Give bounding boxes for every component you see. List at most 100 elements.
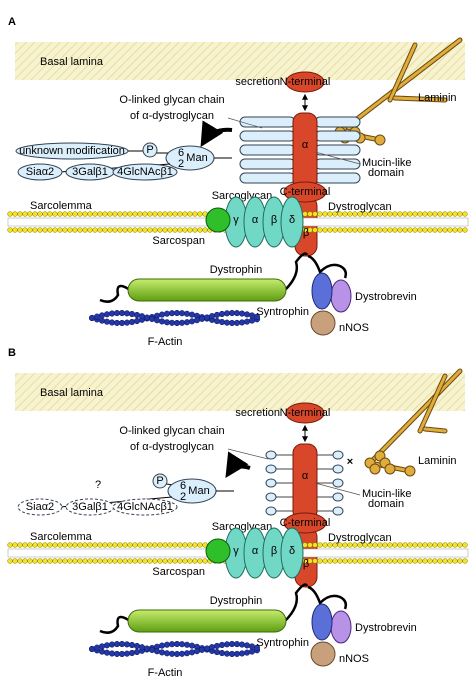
lipid-head — [42, 542, 48, 548]
lipid-head — [32, 211, 38, 217]
actin-monomer — [143, 314, 151, 321]
label: Sarcoglycan — [212, 521, 273, 533]
actin-monomer — [98, 643, 106, 650]
label: Mucin-like — [362, 157, 412, 169]
lipid-head — [97, 558, 103, 564]
lipid-head — [312, 211, 318, 217]
sugar-label: Siaα2 — [26, 501, 54, 513]
lipid-head — [72, 542, 78, 548]
lipid-head — [62, 542, 68, 548]
lipid-head — [337, 227, 343, 233]
subunit-label: α — [252, 545, 259, 557]
lipid-head — [22, 211, 28, 217]
lipid-head — [392, 211, 398, 217]
lipid-head — [457, 227, 463, 233]
lipid-head — [397, 211, 403, 217]
label: nNOS — [339, 322, 369, 334]
lipid-head — [77, 227, 83, 233]
lipid-head — [382, 227, 388, 233]
lipid-head — [7, 542, 13, 548]
lipid-head — [57, 558, 63, 564]
actin-monomer — [248, 643, 256, 650]
actin-monomer — [213, 311, 221, 318]
lipid-head — [457, 542, 463, 548]
label: 6 — [178, 147, 184, 159]
label: Sarcolemma — [30, 200, 93, 212]
lipid-head — [312, 558, 318, 564]
lipid-head — [367, 558, 373, 564]
actin-monomer — [128, 310, 136, 318]
lipid-head — [157, 558, 163, 564]
label: O-linked glycan chain — [119, 94, 224, 106]
lipid-head — [107, 542, 113, 548]
lipid-head — [102, 211, 108, 217]
lipid-head — [177, 558, 183, 564]
label: secretion — [235, 407, 280, 419]
label: C-terminal — [280, 517, 331, 529]
lipid-head — [107, 227, 113, 233]
lipid-head — [372, 227, 378, 233]
lipid-head — [87, 211, 93, 217]
lipid-head — [407, 227, 413, 233]
lipid-head — [27, 227, 33, 233]
actin-monomer — [248, 312, 256, 319]
lipid-head — [102, 227, 108, 233]
lipid-head — [147, 542, 153, 548]
actin-monomer — [188, 649, 196, 656]
laminin-arm — [418, 374, 447, 433]
laminin-arm — [393, 96, 447, 102]
lipid-head — [52, 542, 58, 548]
actin-monomer — [138, 313, 146, 320]
actin-monomer — [183, 310, 191, 317]
lipid-head — [187, 211, 193, 217]
lipid-head — [397, 542, 403, 548]
actin-monomer — [118, 650, 126, 658]
lipid-head — [202, 558, 208, 564]
lipid-head — [12, 542, 18, 548]
actin-monomer — [243, 311, 251, 318]
lipid-head — [37, 227, 43, 233]
lipid-head — [422, 227, 428, 233]
lipid-head — [427, 211, 433, 217]
lipid-head — [52, 211, 58, 217]
lipid-head — [67, 558, 73, 564]
lipid-head — [12, 211, 18, 217]
lipid-head — [77, 558, 83, 564]
lipid-head — [57, 227, 63, 233]
lipid-head — [92, 542, 98, 548]
lipid-head — [362, 558, 368, 564]
label: Dystrobrevin — [355, 291, 417, 303]
dystrophin — [127, 278, 287, 302]
lipid-head — [412, 227, 418, 233]
lipid-head — [12, 558, 18, 564]
lipid-head — [37, 558, 43, 564]
actin-monomer — [178, 319, 186, 326]
lipid-head — [312, 542, 318, 548]
lipid-head — [122, 211, 128, 217]
n-terminal — [285, 71, 325, 93]
lipid-head — [162, 227, 168, 233]
actin-monomer — [218, 310, 226, 318]
lipid-head — [82, 227, 88, 233]
c-terminal — [283, 512, 327, 534]
actin-monomer — [88, 314, 96, 322]
lipid-head — [127, 227, 133, 233]
lipid-head — [452, 542, 458, 548]
lipid-head — [62, 227, 68, 233]
lipid-head — [332, 227, 338, 233]
lipid-head — [442, 211, 448, 217]
actin-monomer — [98, 648, 106, 655]
glycan-bead — [265, 464, 277, 474]
lipid-head — [177, 211, 183, 217]
lipid-head — [357, 558, 363, 564]
actin-monomer — [248, 648, 256, 655]
lipid-head — [182, 558, 188, 564]
actin-monomer — [188, 318, 196, 325]
label: Sarcospan — [152, 235, 205, 247]
lipid-head — [417, 542, 423, 548]
lipid-head — [192, 227, 198, 233]
lipid-head — [427, 542, 433, 548]
lipid-head — [402, 227, 408, 233]
subunit-label: δ — [289, 214, 295, 226]
lipid-head — [452, 211, 458, 217]
